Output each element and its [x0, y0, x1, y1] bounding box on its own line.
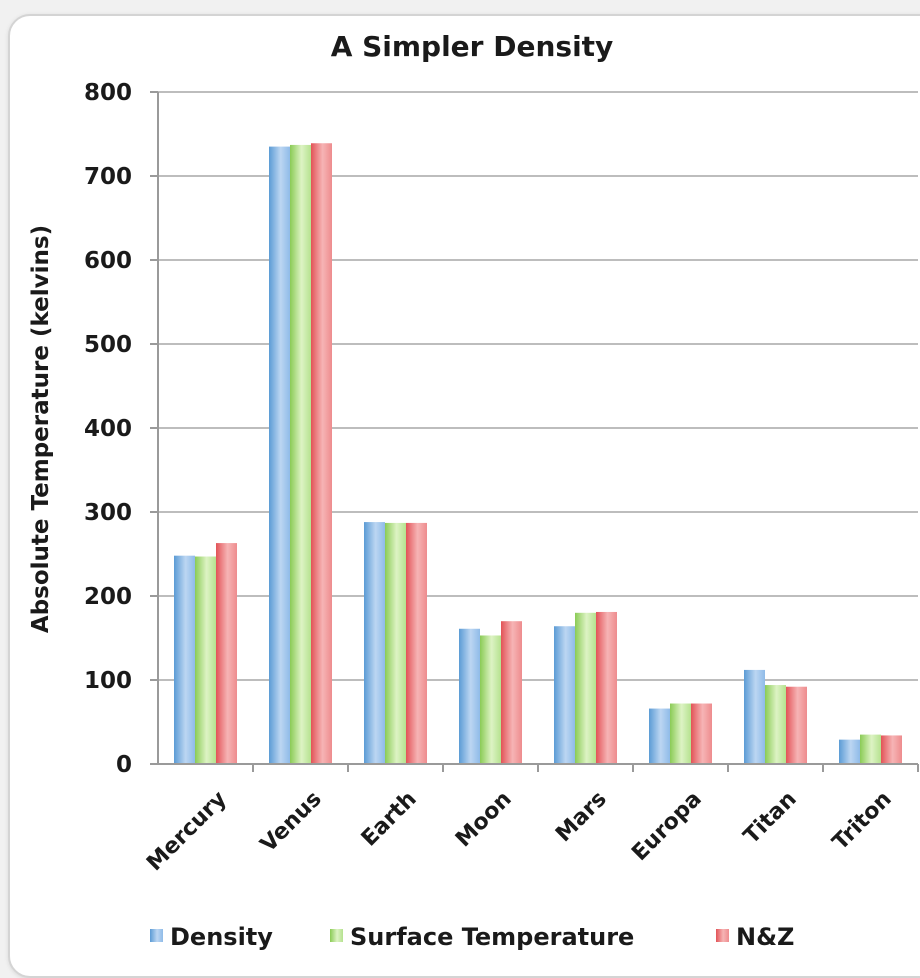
y-tick-label: 400 [84, 416, 132, 442]
bar-nz-moon [501, 621, 522, 764]
bar-chart: A Simpler Density Absolute Temperature (… [28, 30, 919, 950]
bar-nz-venus [311, 143, 332, 765]
y-tick-label: 800 [84, 80, 132, 106]
legend-label-surface-temperature: Surface Temperature [350, 923, 634, 950]
y-tick-label: 100 [84, 668, 132, 694]
y-tick-label: 600 [84, 248, 132, 274]
axes [150, 91, 919, 772]
x-axis-labels: Mercury Venus Earth Moon Mars Europa Titan Trit… [142, 787, 896, 876]
bar-nz-titan [786, 686, 807, 764]
bars [174, 143, 902, 765]
legend-label-nz: N&Z [736, 923, 794, 950]
bar-surface-temperature-mars [575, 612, 596, 764]
bar-density-earth [364, 522, 385, 764]
bar-surface-temperature-mercury [195, 556, 216, 764]
x-tick-label: Mars [551, 787, 612, 848]
x-tick-label: Europa [627, 787, 706, 866]
x-tick-label: Moon [451, 787, 517, 853]
legend-label-density: Density [170, 923, 273, 950]
bar-surface-temperature-earth [385, 522, 406, 764]
y-axis-title: Absolute Temperature (kelvins) [28, 225, 54, 633]
bar-nz-triton [881, 735, 902, 764]
bar-density-moon [459, 628, 480, 764]
bar-density-triton [839, 739, 860, 764]
y-tick-label: 0 [116, 752, 132, 778]
x-tick-label: Triton [828, 787, 897, 856]
y-axis-ticks: 0 100 200 300 400 500 600 700 800 [84, 80, 132, 778]
bar-surface-temperature-venus [290, 144, 311, 765]
bar-density-mercury [174, 555, 195, 764]
chart-title: A Simpler Density [331, 30, 614, 63]
bar-surface-temperature-titan [765, 685, 786, 764]
bar-surface-temperature-moon [480, 635, 501, 764]
x-tick-label: Earth [357, 787, 422, 852]
y-tick-label: 500 [84, 332, 132, 358]
bar-density-venus [269, 146, 290, 765]
y-tick-label: 200 [84, 584, 132, 610]
bar-nz-earth [406, 522, 427, 764]
x-tick-label: Mercury [142, 787, 231, 876]
bar-surface-temperature-triton [860, 734, 881, 764]
bar-nz-mars [596, 611, 617, 764]
legend-swatch-nz [716, 929, 729, 942]
bar-density-titan [744, 669, 765, 764]
legend-swatch-density [150, 929, 163, 942]
legend: Density Surface Temperature N&Z [150, 923, 794, 950]
bar-nz-europa [691, 703, 712, 764]
bar-surface-temperature-europa [670, 703, 691, 764]
bar-density-mars [554, 626, 575, 764]
legend-swatch-surface-temperature [330, 929, 343, 942]
y-tick-label: 700 [84, 164, 132, 190]
x-tick-label: Titan [739, 787, 802, 850]
y-tick-label: 300 [84, 500, 132, 526]
bar-nz-mercury [216, 543, 237, 764]
chart-card [8, 14, 920, 978]
x-tick-label: Venus [256, 787, 327, 858]
bar-density-europa [649, 708, 670, 764]
